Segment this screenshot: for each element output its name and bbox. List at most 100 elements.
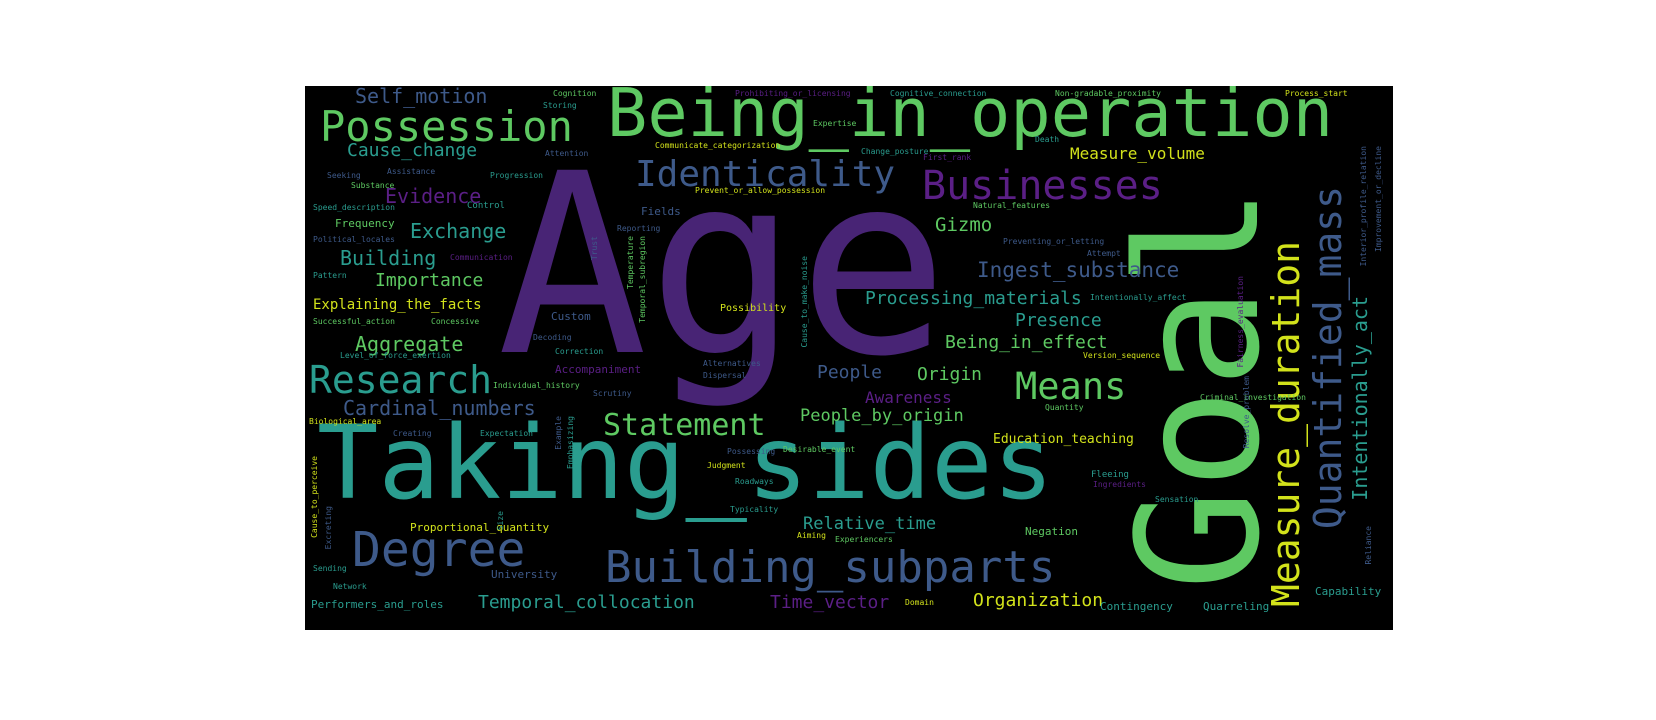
word-temperature: Temperature bbox=[626, 236, 635, 289]
word-substance: Substance bbox=[351, 181, 395, 190]
word-sending: Sending bbox=[313, 564, 347, 573]
word-political-locales: Political_locales bbox=[313, 235, 395, 244]
word-successful-action: Successful_action bbox=[313, 317, 395, 326]
word-statement: Statement bbox=[603, 408, 766, 443]
word-non-gradable-proximity: Non-gradable_proximity bbox=[1055, 89, 1161, 98]
word-aiming: Aiming bbox=[797, 531, 826, 540]
word-improvement-or-decline: Improvement_or_decline bbox=[1374, 146, 1383, 252]
word-businesses: Businesses bbox=[922, 163, 1163, 209]
word-exchange: Exchange bbox=[410, 219, 507, 243]
word-expertise: Expertise bbox=[813, 119, 857, 128]
word-level-of-force-exertion: Level_of_force_exertion bbox=[340, 351, 451, 360]
word-negation: Negation bbox=[1025, 525, 1078, 538]
word-university: University bbox=[491, 568, 558, 581]
word-judgment: Judgment bbox=[707, 461, 746, 470]
word-natural-features: Natural_features bbox=[973, 201, 1051, 210]
word-desirable-event: Desirable_event bbox=[783, 445, 856, 454]
word-attempt: Attempt bbox=[1087, 249, 1121, 258]
word-ingest-substance: Ingest_substance bbox=[977, 258, 1180, 282]
word-communication: Communication bbox=[450, 253, 513, 262]
word-concessive: Concessive bbox=[431, 317, 480, 326]
word-custom: Custom bbox=[551, 310, 591, 323]
word-process-start: Process_start bbox=[1285, 89, 1348, 98]
word-criminal-investigation: Criminal_investigation bbox=[1200, 393, 1306, 402]
word-attention: Attention bbox=[545, 149, 589, 158]
word-quantity: Quantity bbox=[1045, 403, 1084, 412]
word-resolve-problem: Resolve_problem bbox=[1242, 376, 1251, 449]
word-decoding: Decoding bbox=[533, 333, 572, 342]
word-control: Control bbox=[467, 201, 505, 211]
word-cognition: Cognition bbox=[553, 89, 597, 98]
word-importance: Importance bbox=[375, 270, 484, 291]
word-fleeing: Fleeing bbox=[1091, 470, 1129, 480]
word-network: Network bbox=[333, 582, 367, 591]
word-domain: Domain bbox=[905, 598, 934, 607]
word-prevent-or-allow-possession: Prevent_or_allow_possession bbox=[695, 186, 826, 195]
word-goal: Goal bbox=[1101, 186, 1297, 591]
word-progression: Progression bbox=[490, 171, 543, 180]
word-first-rank: First_rank bbox=[923, 153, 972, 162]
word-fairness-evaluation: Fairness_evaluation bbox=[1236, 276, 1245, 368]
word-identicality: Identicality bbox=[635, 154, 896, 195]
word-time-vector: Time_vector bbox=[770, 592, 890, 613]
word-proportional-quantity: Proportional_quantity bbox=[410, 521, 550, 534]
word-intentionally-act: Intentionally_act bbox=[1348, 296, 1372, 501]
word-assistance: Assistance bbox=[387, 167, 436, 176]
word-quantified-mass: Quantified_mass bbox=[1306, 186, 1350, 530]
word-size: Size bbox=[496, 511, 505, 531]
word-gizmo: Gizmo bbox=[935, 214, 993, 236]
word-reporting: Reporting bbox=[617, 224, 661, 233]
word-seeking: Seeking bbox=[327, 171, 361, 180]
word-degree: Degree bbox=[352, 522, 526, 578]
word-presence: Presence bbox=[1015, 310, 1102, 331]
word-alternatives: Alternatives bbox=[703, 359, 761, 368]
word-measure-duration: Measure_duration bbox=[1264, 241, 1308, 608]
word-being-in-effect: Being_in_effect bbox=[945, 332, 1108, 353]
word-intentionally-affect: Intentionally_affect bbox=[1090, 293, 1187, 302]
word-experiencers: Experiencers bbox=[835, 535, 893, 544]
word-measure-volume: Measure_volume bbox=[1070, 144, 1205, 163]
word-temporal-subregion: Temporal_subregion bbox=[638, 236, 647, 323]
word-organization: Organization bbox=[973, 590, 1104, 611]
word-origin: Origin bbox=[917, 364, 983, 385]
word-people-by-origin: People_by_origin bbox=[800, 406, 964, 426]
word-temporal-collocation: Temporal_collocation bbox=[478, 592, 695, 613]
word-reliance: Reliance bbox=[1364, 526, 1373, 565]
word-being-in-operation: Being_in_operation bbox=[607, 86, 1334, 152]
word-communicate-categorization: Communicate_categorization bbox=[655, 141, 781, 150]
word-version-sequence: Version_sequence bbox=[1083, 351, 1161, 360]
word-building: Building bbox=[340, 246, 437, 270]
word-storing: Storing bbox=[543, 101, 577, 110]
word-age: Age bbox=[497, 120, 949, 411]
word-education-teaching: Education_teaching bbox=[993, 432, 1134, 447]
word-example: Example bbox=[554, 416, 563, 450]
word-self-motion: Self_motion bbox=[355, 86, 488, 108]
word-scrutiny: Scrutiny bbox=[593, 389, 632, 398]
word-pattern: Pattern bbox=[313, 271, 347, 280]
word-cardinal-numbers: Cardinal_numbers bbox=[343, 396, 536, 420]
word-speed-description: Speed_description bbox=[313, 203, 395, 212]
word-roadways: Roadways bbox=[735, 477, 774, 486]
word-means: Means bbox=[1015, 365, 1127, 408]
word-performers-and-roles: Performers_and_roles bbox=[311, 598, 444, 611]
word-possession: Possession bbox=[320, 102, 573, 151]
word-change-posture: Change_posture bbox=[861, 147, 929, 156]
word-fields: Fields bbox=[641, 205, 681, 218]
word-creating: Creating bbox=[393, 429, 432, 438]
word-taking-sides: Taking_sides bbox=[317, 404, 1054, 523]
word-trust: Trust bbox=[590, 236, 599, 261]
word-prohibiting-or-licensing: Prohibiting_or_licensing bbox=[735, 89, 851, 98]
word-excreting: Excreting bbox=[324, 506, 333, 550]
word-possessing: Possessing bbox=[727, 447, 776, 456]
word-ingredients: Ingredients bbox=[1093, 480, 1146, 489]
word-expectation: Expectation bbox=[480, 429, 533, 438]
word-preventing-or-letting: Preventing_or_letting bbox=[1003, 237, 1105, 246]
word-accompaniment: Accompaniment bbox=[555, 363, 642, 376]
word-sensation: Sensation bbox=[1155, 495, 1199, 504]
word-individual-history: Individual_history bbox=[493, 381, 580, 390]
word-processing-materials: Processing_materials bbox=[865, 288, 1082, 309]
word-cloud: Age Goal Taking_sides Being_in_operation… bbox=[305, 86, 1393, 630]
word-cause-to-perceive: Cause_to_perceive bbox=[310, 456, 319, 538]
word-relative-time: Relative_time bbox=[803, 514, 937, 534]
word-cause-change: Cause_change bbox=[347, 140, 478, 161]
